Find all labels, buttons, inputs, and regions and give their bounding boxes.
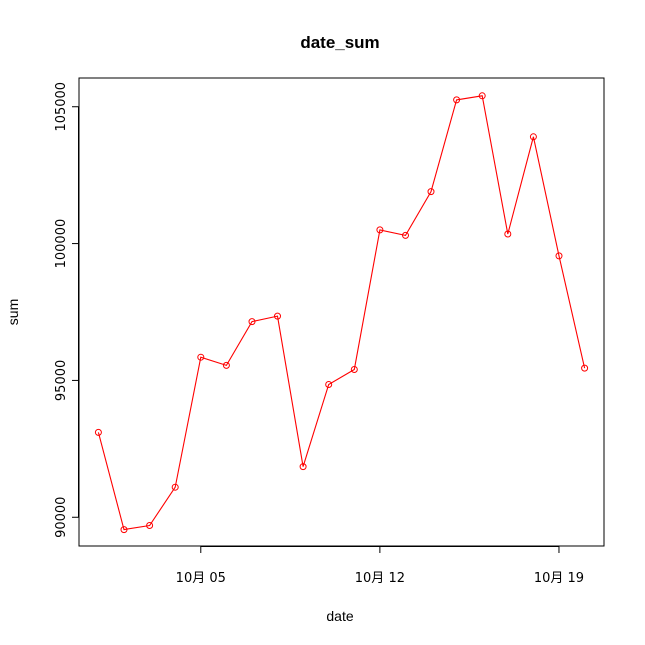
data-point: [402, 231, 409, 239]
data-point: [427, 188, 435, 196]
data-point: [581, 364, 589, 372]
data-point: [94, 428, 102, 436]
y-tick-label: 90000: [54, 497, 69, 538]
data-point: [120, 526, 128, 534]
data-point: [376, 226, 384, 234]
data-point: [350, 366, 358, 373]
data-point: [171, 483, 179, 491]
x-tick-label: 10月 05: [176, 571, 226, 586]
x-tick-label: 10月 19: [534, 571, 584, 586]
y-axis: 90000 95000 100000 105000: [54, 82, 79, 538]
series-sum: [94, 92, 589, 534]
data-point: [248, 318, 256, 326]
chart-title: date_sum: [300, 33, 379, 52]
y-tick-label: 105000: [54, 82, 69, 132]
data-point: [504, 230, 512, 238]
y-axis-label: sum: [5, 299, 21, 325]
series-line: [97, 95, 586, 531]
y-tick-label: 100000: [54, 219, 69, 269]
x-axis: 10月 05 10月 12 10月 19: [176, 546, 584, 586]
data-point: [197, 353, 205, 361]
data-point: [222, 361, 230, 369]
data-point: [325, 381, 333, 388]
data-point: [453, 96, 461, 104]
plot-area-frame: [78, 77, 605, 547]
data-point: [478, 92, 486, 100]
data-point: [146, 522, 154, 529]
data-point: [299, 463, 307, 471]
data-point: [555, 252, 563, 260]
y-tick-label: 95000: [54, 360, 69, 401]
x-axis-label: date: [326, 608, 353, 624]
x-tick-label: 10月 12: [355, 571, 405, 586]
data-point: [529, 133, 537, 141]
data-point: [274, 312, 281, 320]
